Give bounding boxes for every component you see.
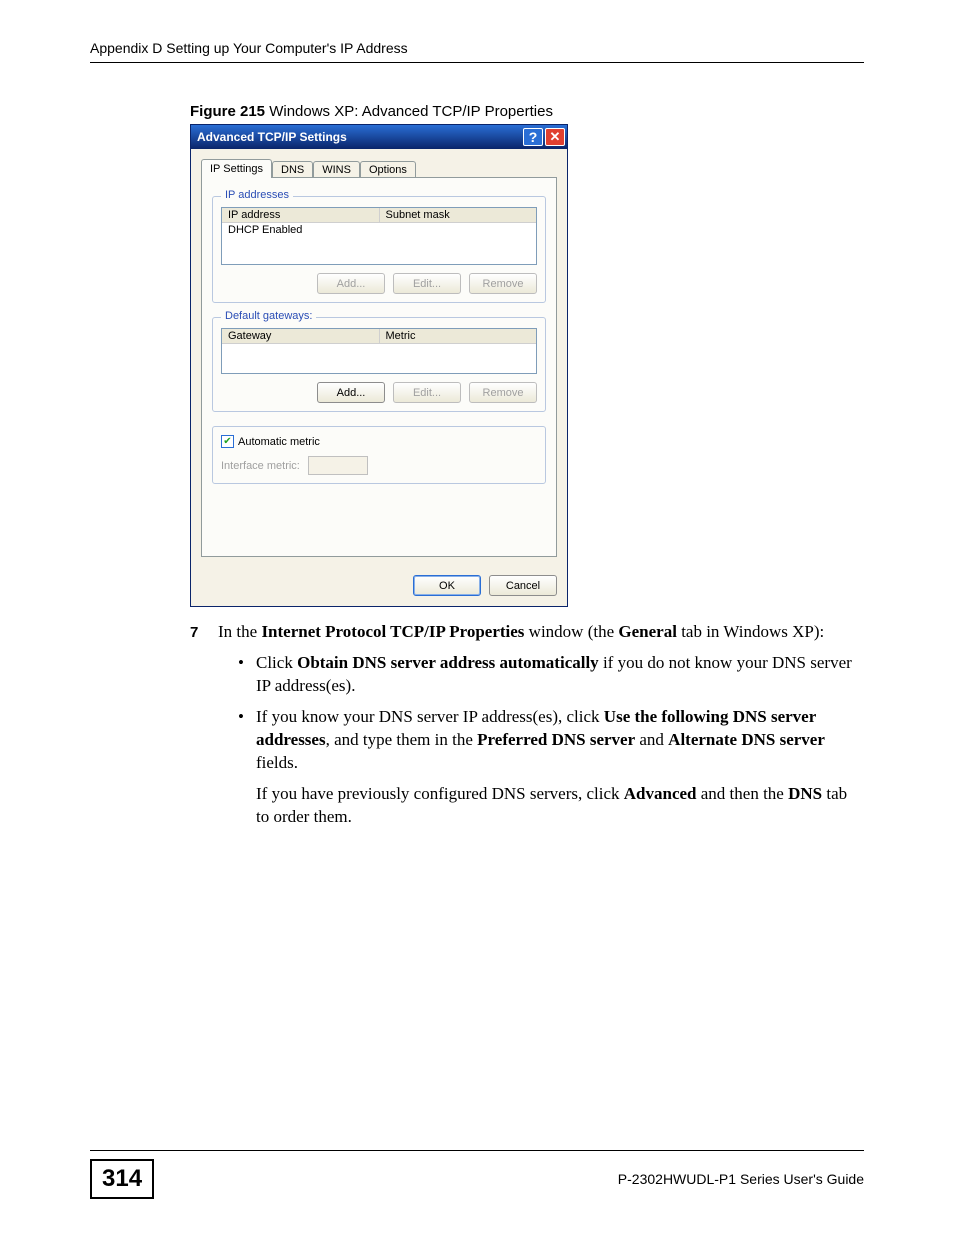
cancel-button[interactable]: Cancel — [489, 575, 557, 596]
ip-remove-button: Remove — [469, 273, 537, 294]
automatic-metric-label: Automatic metric — [238, 436, 320, 448]
tab-strip: IP Settings DNS WINS Options — [201, 159, 557, 178]
xp-window-title: Advanced TCP/IP Settings — [197, 130, 523, 144]
gateway-add-button[interactable]: Add... — [317, 382, 385, 403]
ip-add-button: Add... — [317, 273, 385, 294]
bullet-item: • If you know your DNS server IP address… — [238, 706, 864, 775]
close-icon[interactable]: ✕ — [545, 128, 565, 146]
gateway-remove-button: Remove — [469, 382, 537, 403]
group-default-gateways-legend: Default gateways: — [221, 310, 316, 322]
bullet-item: • Click Obtain DNS server address automa… — [238, 652, 864, 698]
col-ip-address: IP address — [222, 208, 380, 222]
gateway-list[interactable]: Gateway Metric — [221, 328, 537, 374]
figure-caption: Figure 215 Windows XP: Advanced TCP/IP P… — [190, 103, 864, 120]
automatic-metric-checkbox[interactable]: ✔ — [221, 435, 234, 448]
ip-list-row[interactable]: DHCP Enabled — [222, 223, 536, 237]
step-text: In the Internet Protocol TCP/IP Properti… — [218, 621, 864, 644]
xp-dialog: Advanced TCP/IP Settings ? ✕ IP Settings… — [190, 124, 568, 607]
col-gateway: Gateway — [222, 329, 380, 343]
guide-title: P-2302HWUDL-P1 Series User's Guide — [618, 1171, 864, 1187]
bullet-dot-icon: • — [238, 652, 256, 698]
figure-label-number: Figure 215 — [190, 103, 265, 120]
group-ip-addresses-legend: IP addresses — [221, 189, 293, 201]
page-header: Appendix D Setting up Your Computer's IP… — [90, 40, 864, 63]
tab-options[interactable]: Options — [360, 161, 416, 178]
tab-panel-ip-settings: IP addresses IP address Subnet mask DHCP… — [201, 177, 557, 557]
tab-wins[interactable]: WINS — [313, 161, 360, 178]
help-icon[interactable]: ? — [523, 128, 543, 146]
group-default-gateways: Default gateways: Gateway Metric Add... … — [212, 317, 546, 412]
ip-edit-button: Edit... — [393, 273, 461, 294]
bullet-dot-icon: • — [238, 706, 256, 775]
interface-metric-label: Interface metric: — [221, 460, 300, 472]
group-ip-addresses: IP addresses IP address Subnet mask DHCP… — [212, 196, 546, 303]
page-number: 314 — [90, 1159, 154, 1199]
group-metric: ✔ Automatic metric Interface metric: — [212, 426, 546, 484]
figure-label-text: Windows XP: Advanced TCP/IP Properties — [265, 103, 553, 120]
col-subnet-mask: Subnet mask — [380, 208, 537, 222]
interface-metric-input — [308, 456, 368, 475]
tab-ip-settings[interactable]: IP Settings — [201, 159, 272, 178]
ok-button[interactable]: OK — [413, 575, 481, 596]
continuation-text: If you have previously configured DNS se… — [256, 783, 864, 829]
gateway-edit-button: Edit... — [393, 382, 461, 403]
step-number: 7 — [190, 621, 218, 644]
tab-dns[interactable]: DNS — [272, 161, 313, 178]
col-metric: Metric — [380, 329, 537, 343]
ip-address-list[interactable]: IP address Subnet mask DHCP Enabled — [221, 207, 537, 265]
xp-titlebar[interactable]: Advanced TCP/IP Settings ? ✕ — [191, 125, 567, 149]
